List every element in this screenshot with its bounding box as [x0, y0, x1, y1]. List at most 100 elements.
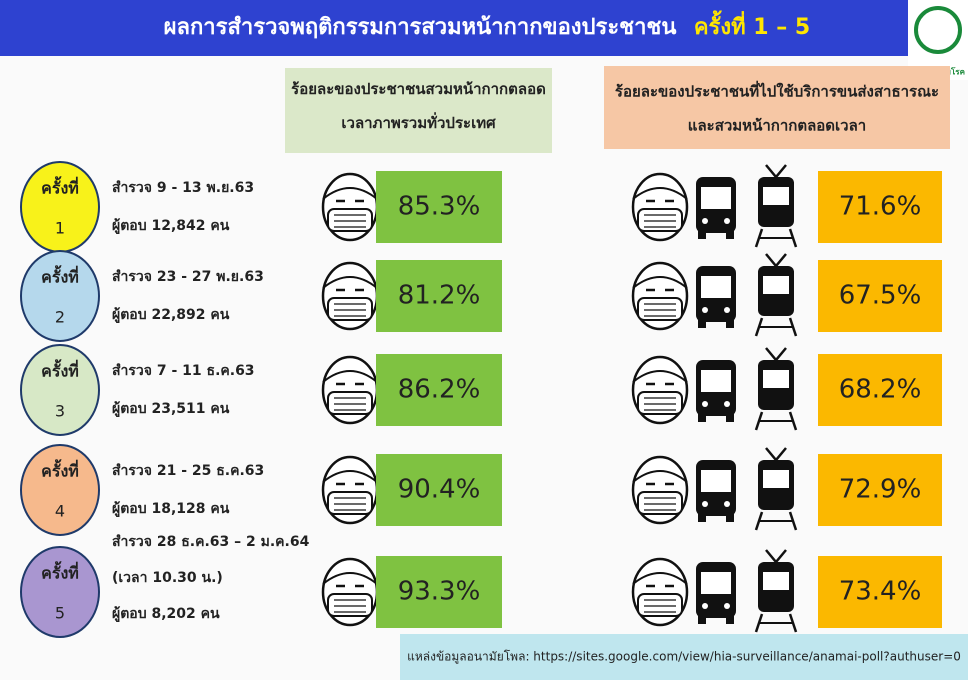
round-row: ครั้งที่ 5 สำรวจ 28 ธ.ค.63 – 2 ม.ค.64 (เวลา… — [20, 534, 942, 638]
face-hair — [322, 470, 378, 483]
header-bar — [0, 0, 968, 56]
national-header-box — [285, 68, 552, 153]
transport-percent: 72.9% — [839, 475, 922, 505]
round-row: ครั้งที่ 1 สำรวจ 9 - 13 พ.ย.63 ผู้ตอบ 12,84… — [20, 161, 942, 253]
transport-box — [818, 171, 942, 243]
national-percent: 86.2% — [398, 375, 481, 405]
face-hair — [632, 572, 688, 585]
national-box — [376, 556, 502, 628]
face-hair — [632, 187, 688, 200]
round-badge — [20, 161, 100, 253]
bus-wheel — [698, 231, 706, 239]
survey-line: ผู้ตอบ 12,842 คน — [112, 218, 230, 234]
mask — [637, 391, 683, 415]
bus-wheel — [698, 320, 706, 328]
bus-wheel — [726, 616, 734, 624]
round-label: ครั้งที่ — [41, 561, 79, 583]
round-number: 5 — [55, 604, 65, 623]
source-box — [400, 634, 968, 680]
bus-light — [724, 603, 730, 609]
train-window — [763, 470, 789, 488]
mask — [327, 491, 373, 515]
survey-line: สำรวจ 23 - 27 พ.ย.63 — [112, 269, 264, 285]
round-label: ครั้งที่ — [41, 176, 79, 198]
transport-percent: 71.6% — [839, 192, 922, 222]
bus-light — [702, 307, 708, 313]
national-box — [376, 354, 502, 426]
transport-percent: 73.4% — [839, 577, 922, 607]
survey-line: ผู้ตอบ 8,202 คน — [112, 606, 220, 622]
survey-line: สำรวจ 9 - 13 พ.ย.63 — [112, 180, 254, 196]
bus-light — [702, 401, 708, 407]
survey-line: ผู้ตอบ 22,892 คน — [112, 307, 230, 323]
bus-light — [702, 603, 708, 609]
train-window — [763, 276, 789, 294]
source: แหล่งข้อมูลอนามัยโพล: https://sites.goog… — [407, 650, 961, 665]
national-percent: 81.2% — [398, 281, 481, 311]
national-percent: 90.4% — [398, 475, 481, 505]
bus-wheel — [698, 514, 706, 522]
national-header-text: ร้อยละของประชาชนสวมหน้ากากตลอดเวลาภาพรวม… — [291, 80, 546, 132]
round-label: ครั้งที่ — [41, 459, 79, 481]
bus-wheel — [726, 231, 734, 239]
transport-percent: 68.2% — [839, 375, 922, 405]
bus-window — [701, 470, 731, 492]
bus-light — [702, 501, 708, 507]
bus-window — [701, 572, 731, 594]
transport-header-box — [604, 66, 950, 149]
bus-light — [702, 218, 708, 224]
round-badge — [20, 250, 100, 342]
bus-wheel — [726, 514, 734, 522]
face-hair — [322, 572, 378, 585]
transport-box — [818, 354, 942, 426]
face-hair — [632, 370, 688, 383]
transport-box — [818, 260, 942, 332]
logo — [914, 6, 962, 54]
national-percent: 93.3% — [398, 577, 481, 607]
round-number: 2 — [55, 308, 65, 327]
bus-light — [724, 307, 730, 313]
round-badge — [20, 546, 100, 638]
face-hair — [632, 470, 688, 483]
bus-window — [701, 370, 731, 392]
round-number: 3 — [55, 402, 65, 421]
survey-line: สำรวจ 28 ธ.ค.63 – 2 ม.ค.64 — [112, 534, 310, 550]
survey-line: สำรวจ 21 - 25 ธ.ค.63 — [112, 463, 264, 479]
mask — [327, 297, 373, 321]
train-window — [763, 370, 789, 388]
train-window — [763, 187, 789, 205]
national-box — [376, 260, 502, 332]
national-header: ร้อยละของประชาชนสวมหน้ากากตลอดเวลาภาพรวม… — [291, 80, 546, 132]
mask — [327, 391, 373, 415]
round-number: 1 — [55, 219, 65, 238]
transport-header: ร้อยละของประชาชนที่ไปใช้บริการขนส่งสาธาร… — [615, 81, 939, 101]
national-percent: 85.3% — [398, 192, 481, 222]
mask — [637, 297, 683, 321]
face-hair — [322, 187, 378, 200]
national-box — [376, 454, 502, 526]
mask — [327, 208, 373, 232]
survey-line: สำรวจ 7 - 11 ธ.ค.63 — [112, 363, 255, 379]
bus-wheel — [698, 414, 706, 422]
round-label: ครั้งที่ — [41, 265, 79, 287]
train-window — [763, 572, 789, 590]
face-hair — [322, 370, 378, 383]
survey-line: ผู้ตอบ 23,511 คน — [112, 401, 230, 417]
round-row: ครั้งที่ 4 สำรวจ 21 - 25 ธ.ค.63 ผู้ตอบ 18,1… — [20, 444, 942, 536]
title-highlight: ครั้งที่ 1 – 5 — [694, 10, 810, 40]
mask — [327, 593, 373, 617]
mask — [637, 208, 683, 232]
round-number: 4 — [55, 502, 65, 521]
mask — [637, 593, 683, 617]
transport-percent: 67.5% — [839, 281, 922, 311]
bus-light — [724, 501, 730, 507]
bus-wheel — [698, 616, 706, 624]
round-badge — [20, 444, 100, 536]
bus-light — [724, 218, 730, 224]
bus-wheel — [726, 414, 734, 422]
round-label: ครั้งที่ — [41, 359, 79, 381]
round-row: ครั้งที่ 3 สำรวจ 7 - 11 ธ.ค.63 ผู้ตอบ 23,51… — [20, 344, 942, 436]
national-box — [376, 171, 502, 243]
title: ผลการสำรวจพฤติกรรมการสวมหน้ากากของประชาช… — [164, 15, 677, 40]
